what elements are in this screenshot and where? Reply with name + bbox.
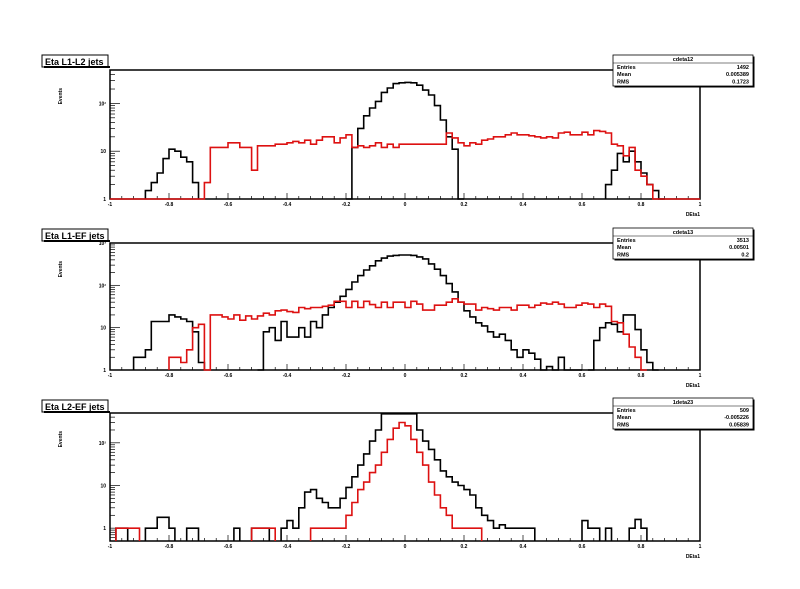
- y-axis-label: Events: [58, 431, 64, 448]
- x-tick-label: -0.8: [165, 202, 174, 208]
- x-tick-label: -0.6: [224, 373, 233, 379]
- y-tick-label: 10³: [99, 241, 107, 247]
- x-axis-label: DEta1: [686, 554, 700, 560]
- panel-title-text: Eta L2-EF jets: [45, 402, 105, 412]
- title-shadow: [44, 240, 110, 242]
- x-tick-label: -0.4: [283, 202, 292, 208]
- histogram-panel-3: Eta L2-EF jets Events -1 -0.8 -0.6 -0.4 -0.2 0 0…: [41, 397, 755, 560]
- stats-name: cdeta12: [673, 57, 694, 63]
- stats-value: 0.2: [741, 252, 749, 258]
- stats-value: 3513: [737, 238, 749, 244]
- x-tick-label: -0.8: [165, 544, 174, 550]
- y-tick-label: 10: [100, 326, 106, 332]
- y-tick-label: 1: [103, 197, 106, 203]
- y-tick-label: 10: [100, 483, 106, 489]
- series-black-line: [115, 413, 648, 541]
- stats-value: 1492: [737, 65, 749, 71]
- x-tick-label: 0.2: [461, 202, 468, 208]
- panel-title-text: Eta L1-EF jets: [45, 231, 105, 241]
- x-tick-label: 0.2: [461, 544, 468, 550]
- histogram-panel-2: Eta L1-EF jets Events -1 -0.8 -0.6 -0.4 -0.2 0 0…: [41, 227, 755, 389]
- x-tick-label: 0.6: [579, 544, 586, 550]
- x-tick-label: 0.6: [579, 202, 586, 208]
- stats-name: cdeta13: [673, 230, 694, 236]
- y-tick-label: 10: [100, 149, 106, 155]
- stats-label: Entries: [617, 65, 636, 71]
- x-tick-label: -0.2: [342, 544, 351, 550]
- x-tick-label: 0.8: [638, 373, 645, 379]
- series-black-line: [132, 254, 659, 371]
- x-tick-label: -0.2: [342, 373, 351, 379]
- stats-value: 0.1723: [732, 79, 749, 85]
- series-red-line: [110, 129, 700, 200]
- series-red-line: [115, 421, 483, 541]
- y-tick-label: 10²: [99, 283, 107, 289]
- y-tick-label: 10²: [99, 441, 107, 447]
- histogram-panel-1: Eta L1-L2 jets Events -1 -0.8 -0.6 -0.4 -0.2 0 0…: [41, 54, 755, 218]
- stats-value: 0.005389: [726, 72, 749, 78]
- stats-frame: [612, 54, 754, 87]
- stats-label: Entries: [617, 408, 636, 414]
- x-tick-label: 0: [404, 544, 407, 550]
- y-tick-label: 1: [103, 368, 106, 374]
- panel-title: Eta L2-EF jets: [41, 399, 110, 413]
- y-tick-label: 10²: [99, 101, 107, 107]
- stats-label: RMS: [617, 252, 630, 258]
- stats-box: 1deta23 Entries 509 Mean -0.005226 RMS 0.05839: [612, 397, 755, 431]
- stats-value: 0.05839: [729, 422, 749, 428]
- x-tick-label: 0.4: [520, 202, 527, 208]
- x-tick-label: 0.6: [579, 373, 586, 379]
- x-tick-label: -1: [108, 544, 113, 550]
- stats-box: cdeta12 Entries 1492 Mean 0.005389 RMS 0.1723: [612, 54, 755, 88]
- stats-label: RMS: [617, 79, 630, 85]
- stats-label: Mean: [617, 245, 632, 251]
- stats-box: cdeta13 Entries 3513 Mean 0.00501 RMS 0.2: [612, 227, 755, 261]
- x-tick-label: 0.2: [461, 373, 468, 379]
- panel-title: Eta L1-L2 jets: [41, 54, 110, 68]
- plot-frame: [109, 412, 701, 542]
- x-tick-label: 0: [404, 373, 407, 379]
- panel-title-text: Eta L1-L2 jets: [45, 57, 104, 67]
- stats-value: 0.00501: [729, 245, 749, 251]
- series-black-line: [144, 81, 665, 200]
- x-tick-label: -0.6: [224, 202, 233, 208]
- x-tick-label: -0.6: [224, 544, 233, 550]
- x-tick-label: -1: [108, 373, 113, 379]
- panel-title: Eta L1-EF jets: [41, 228, 110, 242]
- x-tick-label: 1: [699, 544, 702, 550]
- title-shadow: [44, 411, 110, 413]
- stats-label: Mean: [617, 72, 632, 78]
- stats-frame: [612, 397, 754, 430]
- x-tick-label: 1: [699, 373, 702, 379]
- stats-name: 1deta23: [673, 400, 694, 406]
- stats-label: Entries: [617, 238, 636, 244]
- x-tick-label: 0: [404, 202, 407, 208]
- x-axis-label: DEta1: [686, 383, 700, 389]
- stats-label: RMS: [617, 422, 630, 428]
- stats-value: -0.005226: [724, 415, 749, 421]
- series-red-line: [168, 298, 647, 371]
- stats-value: 509: [740, 408, 749, 414]
- x-tick-label: 0.4: [520, 544, 527, 550]
- x-tick-label: 1: [699, 202, 702, 208]
- x-tick-label: 0.4: [520, 373, 527, 379]
- y-tick-label: 1: [103, 526, 106, 532]
- y-axis-label: Events: [58, 88, 64, 105]
- stats-label: Mean: [617, 415, 632, 421]
- y-axis-label: Events: [58, 261, 64, 278]
- x-tick-label: -0.4: [283, 373, 292, 379]
- x-tick-label: -0.8: [165, 373, 174, 379]
- x-tick-label: -1: [108, 202, 113, 208]
- x-tick-label: 0.8: [638, 202, 645, 208]
- x-tick-label: -0.2: [342, 202, 351, 208]
- title-shadow: [44, 66, 110, 68]
- x-tick-label: -0.4: [283, 544, 292, 550]
- x-axis-label: DEta1: [686, 212, 700, 218]
- stats-frame: [612, 227, 754, 260]
- x-tick-label: 0.8: [638, 544, 645, 550]
